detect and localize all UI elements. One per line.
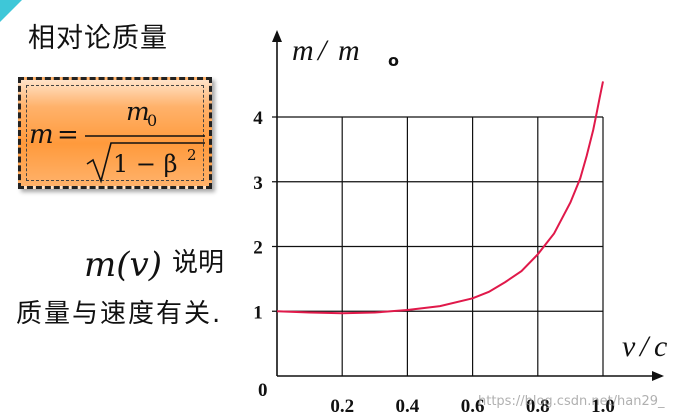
x-tick-label: 0.8 — [526, 396, 550, 417]
y-axis-label-den: m — [338, 34, 360, 67]
radical-sign — [86, 142, 205, 184]
description-line2: 质量与速度有关. — [16, 299, 223, 329]
x-tick-label: 0.6 — [461, 396, 485, 417]
formula-lhs: m — [29, 120, 54, 150]
x-tick-label: 1.0 — [591, 396, 615, 417]
formula-numerator: m — [126, 97, 150, 126]
formula-graphic: m = m 0 1 − β 2 — [29, 97, 205, 184]
formula-box: m = m 0 1 − β 2 — [18, 77, 212, 189]
page-title: 相对论质量 — [28, 23, 168, 54]
formula-radicand-sup: 2 — [187, 146, 197, 164]
formula-numerator-sub: 0 — [147, 111, 157, 130]
corner-accent — [0, 0, 22, 22]
formula-inner-border — [26, 85, 204, 181]
formula-equals: = — [57, 120, 79, 150]
y-axis-label-sub: o — [388, 51, 399, 70]
formula-radicand: 1 − β — [113, 150, 178, 178]
y-tick-label: 4 — [253, 108, 263, 129]
chart-ticks: 0.2 0.4 0.6 0.8 1.0 1 2 3 4 — [253, 108, 615, 417]
y-tick-label: 3 — [253, 173, 263, 194]
y-axis-label-slash: / — [316, 34, 329, 67]
x-axis-label: v — [622, 330, 636, 363]
y-axis-label: m — [292, 34, 314, 67]
y-tick-label: 2 — [253, 238, 263, 259]
description-math: m(v) — [84, 245, 162, 285]
origin-label: 0 — [258, 380, 268, 401]
watermark: https://blog.csdn.net/han29_ — [478, 394, 665, 409]
y-tick-label: 1 — [253, 302, 263, 323]
x-axis-label-slash: / — [638, 330, 651, 363]
chart-grid — [272, 116, 604, 376]
x-axis-label-den: c — [654, 330, 667, 363]
x-tick-label: 0.2 — [330, 396, 354, 417]
description-line1: 说明 — [172, 248, 225, 278]
series-line — [276, 81, 604, 315]
x-tick-label: 0.4 — [396, 396, 420, 417]
